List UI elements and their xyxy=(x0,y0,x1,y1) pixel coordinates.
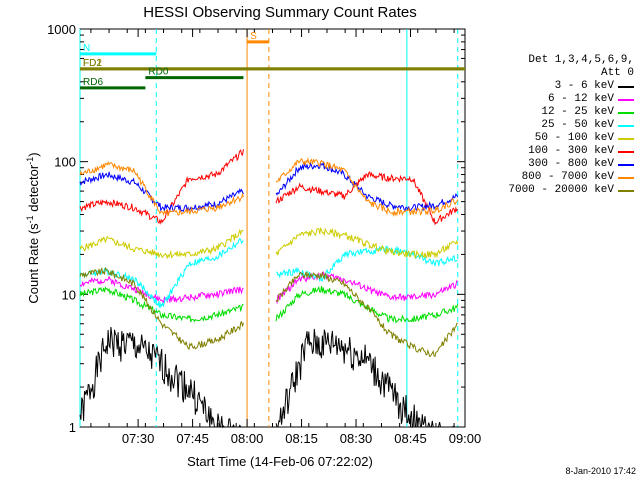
series-line-0-seg-0 xyxy=(79,326,244,429)
series-line-8-seg-0 xyxy=(79,266,244,351)
series-line-5-seg-0 xyxy=(79,149,244,225)
flag-label-1: FD2 xyxy=(83,58,102,69)
legend-swatch-0 xyxy=(618,85,634,88)
x-tick-label-6: 09:00 xyxy=(449,431,482,446)
series-line-4-seg-0 xyxy=(79,228,244,260)
series-line-0-seg-1 xyxy=(275,328,458,429)
legend-item-6: 300 - 800 keV xyxy=(508,158,634,171)
legend-subtitle: Att 0 xyxy=(600,67,634,79)
plot-area: 1 10 100 1000 07:30 07:45 08:00 08:15 08:30 08:45… xyxy=(47,22,481,446)
x-tick-label-4: 08:30 xyxy=(340,431,373,446)
series-line-2-seg-1 xyxy=(275,285,459,324)
legend-item-4: 50 - 100 keV xyxy=(508,132,634,145)
legend-label-1: 6 - 12 keV xyxy=(547,93,614,105)
legend-item-5: 100 - 300 keV xyxy=(508,145,634,158)
flag-label-4: N xyxy=(83,43,90,54)
legend-label-8: 7000 - 20000 keV xyxy=(508,184,614,196)
legend-swatch-7 xyxy=(618,176,634,179)
flag-label-2: RD0 xyxy=(148,67,168,78)
series-line-8-seg-1 xyxy=(275,271,458,357)
series-line-7-seg-1 xyxy=(275,157,459,217)
series-line-2-seg-0 xyxy=(79,286,244,323)
x-tick-label-3: 08:15 xyxy=(285,431,318,446)
legend-swatch-1 xyxy=(618,98,634,101)
y-axis-label: Count Rate (s-1 detector-1) xyxy=(25,152,41,303)
legend-swatch-4 xyxy=(618,137,634,140)
y-axis-label-part-c: detector xyxy=(26,164,41,215)
legend-label-2: 12 - 25 keV xyxy=(541,106,614,118)
legend-swatch-5 xyxy=(618,150,634,153)
legend-label-6: 300 - 800 keV xyxy=(528,158,614,170)
legend-swatch-8 xyxy=(618,189,634,192)
y-axis-label-part-d: -1 xyxy=(25,157,35,165)
legend-item-8: 7000 - 20000 keV xyxy=(508,184,634,197)
y-tick-label-0: 1 xyxy=(69,420,76,435)
series-line-7-seg-0 xyxy=(79,160,244,217)
y-tick-label-1: 10 xyxy=(62,287,76,302)
series-line-1-seg-0 xyxy=(79,275,244,304)
legend-swatch-6 xyxy=(618,163,634,166)
legend: Det 1,3,4,5,6,9, Att 0 3 - 6 keV 6 - 12 k… xyxy=(508,54,634,197)
legend-label-3: 25 - 50 keV xyxy=(541,119,614,131)
series-line-4-seg-1 xyxy=(275,227,459,260)
x-tick-label-0: 07:30 xyxy=(122,431,155,446)
y-axis-label-part-e: ) xyxy=(26,152,41,156)
chart-title: HESSI Observing Summary Count Rates xyxy=(143,4,416,21)
legend-item-2: 12 - 25 keV xyxy=(508,106,634,119)
flag-label-0: FD1 xyxy=(83,58,102,69)
legend-title: Det 1,3,4,5,6,9, xyxy=(528,54,634,66)
y-tick-label-3: 1000 xyxy=(47,22,76,37)
y-tick-label-2: 100 xyxy=(54,155,76,170)
legend-label-5: 100 - 300 keV xyxy=(528,145,614,157)
x-tick-label-5: 08:45 xyxy=(394,431,427,446)
legend-label-4: 50 - 100 keV xyxy=(534,132,614,144)
legend-item-1: 6 - 12 keV xyxy=(508,93,634,106)
series-line-6-seg-1 xyxy=(275,160,459,212)
x-tick-label-1: 07:45 xyxy=(176,431,209,446)
y-axis-label-part-a: Count Rate (s xyxy=(26,223,41,304)
legend-swatch-2 xyxy=(618,111,634,114)
flag-label-3: RD6 xyxy=(83,77,103,88)
legend-item-0: 3 - 6 keV xyxy=(508,80,634,93)
legend-label-7: 800 - 7000 keV xyxy=(521,171,614,183)
legend-item-7: 800 - 7000 keV xyxy=(508,171,634,184)
legend-item-3: 25 - 50 keV xyxy=(508,119,634,132)
flag-label-5: S xyxy=(250,31,257,42)
series-line-1-seg-1 xyxy=(275,271,458,305)
x-tick-label-2: 08:00 xyxy=(231,431,264,446)
legend-swatch-3 xyxy=(618,124,634,127)
legend-label-0: 3 - 6 keV xyxy=(554,80,614,92)
timestamp: 8-Jan-2010 17:42 xyxy=(565,466,636,476)
legend-rows: 3 - 6 keV 6 - 12 keV 12 - 25 keV 25 - 50 ke… xyxy=(508,80,634,197)
y-axis-label-part-b: -1 xyxy=(25,215,35,223)
x-axis-label: Start Time (14-Feb-06 07:22:02) xyxy=(187,454,373,469)
